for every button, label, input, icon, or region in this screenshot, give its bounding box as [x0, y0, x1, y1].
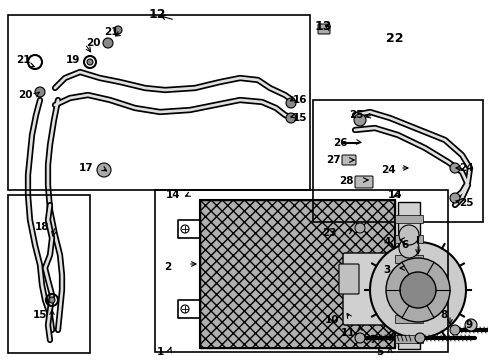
Bar	[8, 15, 309, 190]
Text: 27: 27	[325, 155, 340, 165]
Circle shape	[449, 325, 459, 335]
Text: 13: 13	[314, 20, 331, 33]
Circle shape	[181, 225, 189, 233]
FancyBboxPatch shape	[354, 176, 372, 188]
Text: 20: 20	[18, 90, 32, 100]
Bar	[397, 202, 419, 349]
Text: 9: 9	[465, 320, 471, 330]
Bar	[312, 100, 482, 222]
Text: 21: 21	[103, 27, 118, 37]
FancyBboxPatch shape	[338, 264, 358, 294]
Text: 17: 17	[79, 163, 93, 173]
Text: 5: 5	[376, 347, 383, 357]
Circle shape	[181, 305, 189, 313]
Circle shape	[398, 225, 418, 245]
Text: 25: 25	[458, 198, 472, 208]
Text: 14: 14	[165, 190, 180, 200]
Circle shape	[87, 59, 93, 65]
Text: 4: 4	[383, 237, 390, 247]
Bar	[8, 195, 90, 353]
Text: 14: 14	[387, 190, 402, 200]
Bar	[394, 315, 422, 323]
Text: 3: 3	[383, 265, 390, 275]
Circle shape	[464, 319, 476, 331]
Circle shape	[354, 223, 364, 233]
Text: 26: 26	[332, 138, 346, 148]
Text: 7: 7	[368, 335, 376, 345]
Circle shape	[449, 193, 459, 203]
Text: 8: 8	[440, 310, 447, 320]
Circle shape	[399, 272, 435, 308]
Text: 16: 16	[292, 95, 306, 105]
FancyBboxPatch shape	[342, 253, 408, 325]
Circle shape	[114, 26, 122, 34]
Circle shape	[398, 238, 418, 258]
Text: 2: 2	[164, 262, 171, 272]
FancyBboxPatch shape	[317, 24, 329, 34]
Bar	[394, 215, 422, 223]
Circle shape	[414, 333, 424, 343]
Text: 25: 25	[348, 110, 363, 120]
Text: 1: 1	[156, 347, 163, 357]
Circle shape	[97, 163, 111, 177]
Text: 23: 23	[321, 228, 336, 238]
Text: 28: 28	[338, 176, 352, 186]
Bar	[394, 275, 422, 283]
FancyBboxPatch shape	[341, 155, 355, 165]
Circle shape	[354, 333, 364, 343]
Bar	[200, 200, 394, 348]
Circle shape	[103, 38, 113, 48]
Text: 24: 24	[458, 163, 472, 173]
Circle shape	[353, 114, 365, 126]
Bar	[394, 235, 422, 243]
Circle shape	[285, 113, 295, 123]
Circle shape	[49, 297, 55, 303]
Text: 24: 24	[380, 165, 394, 175]
Text: 19: 19	[66, 55, 80, 65]
Bar	[394, 335, 422, 343]
Bar	[200, 200, 394, 348]
Text: 20: 20	[85, 38, 100, 48]
Circle shape	[449, 163, 459, 173]
Text: 10: 10	[324, 315, 339, 325]
Text: 12: 12	[148, 8, 165, 21]
Text: 11: 11	[340, 328, 354, 338]
Circle shape	[385, 258, 449, 322]
Bar	[155, 190, 447, 352]
Text: 6: 6	[401, 240, 408, 250]
Bar	[394, 295, 422, 303]
Text: 22: 22	[386, 32, 403, 45]
Text: 15: 15	[292, 113, 306, 123]
Circle shape	[35, 87, 45, 97]
Text: 21: 21	[16, 55, 30, 65]
Bar	[394, 255, 422, 263]
Text: 18: 18	[35, 222, 49, 232]
Circle shape	[369, 242, 465, 338]
Text: 15: 15	[33, 310, 47, 320]
Circle shape	[285, 98, 295, 108]
